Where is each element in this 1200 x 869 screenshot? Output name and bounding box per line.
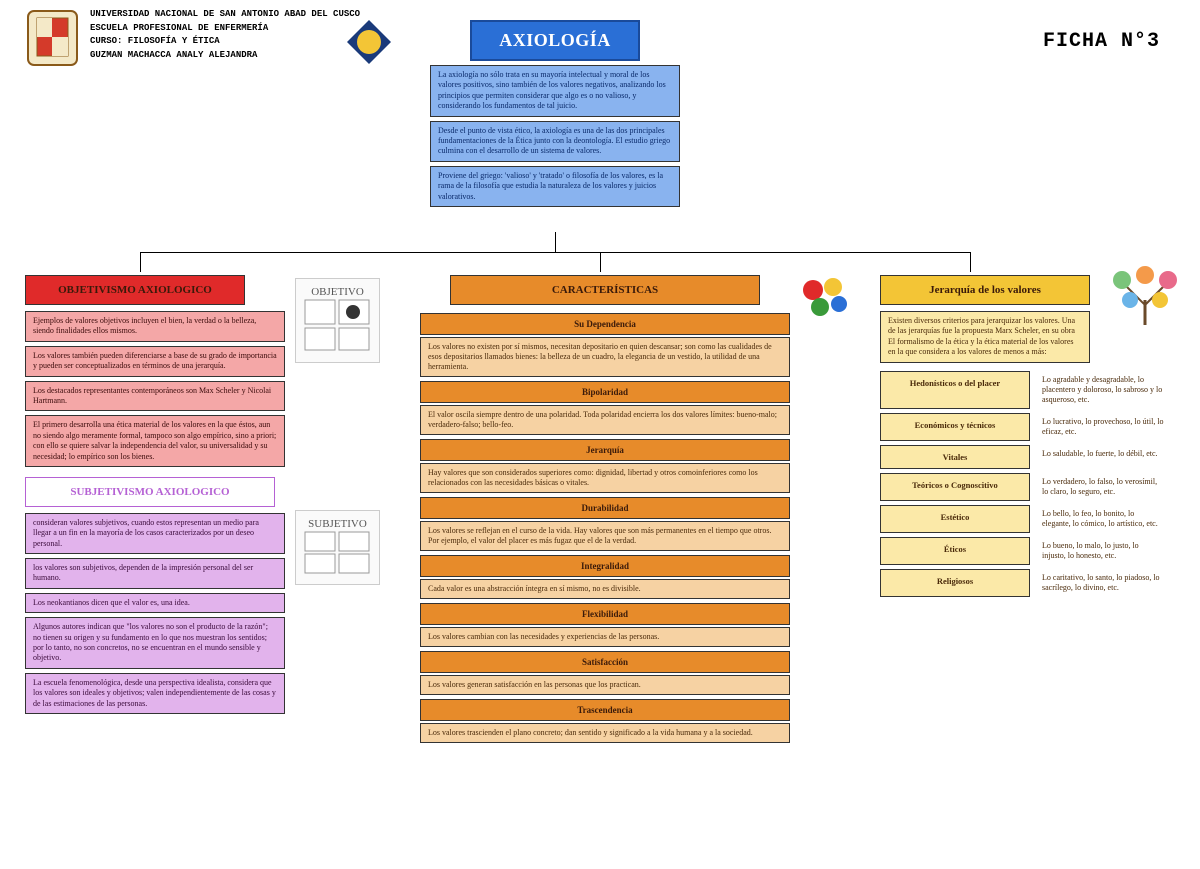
jerarquia-desc: Lo lucrativo, lo provechoso, lo útil, lo… (1036, 413, 1170, 441)
university-crest (25, 8, 80, 68)
subjetivo-illustration: SUBJETIVO (295, 510, 380, 585)
caracteristica-name: Jerarquía (420, 439, 790, 461)
subjetivismo-item: consideran valores subjetivos, cuando es… (25, 513, 285, 554)
jerarquia-intro: Existen diversos criterios para jerarqui… (880, 311, 1090, 363)
objetivismo-item: El primero desarrolla una ética material… (25, 415, 285, 467)
left-column: OBJETIVISMO AXIOLOGICO Ejemplos de valor… (25, 275, 285, 718)
main-definition-column: AXIOLOGÍA La axiología no sólo trata en … (430, 20, 680, 211)
objetivismo-item: Los destacados representantes contemporá… (25, 381, 285, 412)
intro-box: Desde el punto de vista ético, la axiolo… (430, 121, 680, 162)
jerarquia-row: ÉticosLo bueno, lo malo, lo justo, lo in… (880, 537, 1170, 565)
jerarquia-row: EstéticoLo bello, lo feo, lo bonito, lo … (880, 505, 1170, 533)
connector-line (600, 252, 601, 272)
caracteristica-name: Integralidad (420, 555, 790, 577)
caracteristica-name: Flexibilidad (420, 603, 790, 625)
subjetivo-icon-label: SUBJETIVO (303, 518, 373, 530)
jerarquia-label: Vitales (880, 445, 1030, 469)
caracteristica-name: Su Dependencia (420, 313, 790, 335)
jerarquia-label: Hedonísticos o del placer (880, 371, 1030, 409)
jerarquia-desc: Lo verdadero, lo falso, lo verosímil, lo… (1036, 473, 1170, 501)
jerarquia-title: Jerarquía de los valores (880, 275, 1090, 305)
jerarquia-desc: Lo saludable, lo fuerte, lo débil, etc. (1036, 445, 1170, 469)
caracteristica-name: Durabilidad (420, 497, 790, 519)
jerarquia-row: Hedonísticos o del placerLo agradable y … (880, 371, 1170, 409)
caracteristica-desc: Los valores trascienden el plano concret… (420, 723, 790, 743)
jerarquia-desc: Lo agradable y desagradable, lo placente… (1036, 371, 1170, 409)
header-text: UNIVERSIDAD NACIONAL DE SAN ANTONIO ABAD… (90, 8, 360, 62)
caracteristica-desc: Los valores cambian con las necesidades … (420, 627, 790, 647)
connector-line (555, 232, 556, 252)
jerarquia-row: Económicos y técnicosLo lucrativo, lo pr… (880, 413, 1170, 441)
jerarquia-row: ReligiososLo caritativo, lo santo, lo pi… (880, 569, 1170, 597)
objetivo-illustration: OBJETIVO (295, 278, 380, 363)
jerarquia-desc: Lo caritativo, lo santo, lo piadoso, lo … (1036, 569, 1170, 597)
caracteristica-desc: Hay valores que son considerados superio… (420, 463, 790, 493)
caracteristica-desc: El valor oscila siempre dentro de una po… (420, 405, 790, 435)
jerarquia-desc: Lo bello, lo feo, lo bonito, lo elegante… (1036, 505, 1170, 533)
subjetivismo-item: Algunos autores indican que "los valores… (25, 617, 285, 669)
jerarquia-desc: Lo bueno, lo malo, lo justo, lo injusto,… (1036, 537, 1170, 565)
caracteristica-desc: Cada valor es una abstracción íntegra en… (420, 579, 790, 599)
intro-box: Proviene del griego: 'valioso' y 'tratad… (430, 166, 680, 207)
objetivo-icon-label: OBJETIVO (303, 286, 373, 298)
subjetivismo-item: los valores son subjetivos, dependen de … (25, 558, 285, 589)
intro-box: La axiología no sólo trata en su mayoría… (430, 65, 680, 117)
subjetivismo-item: La escuela fenomenológica, desde una per… (25, 673, 285, 714)
center-column: CARACTERÍSTICAS Su DependenciaLos valore… (420, 275, 790, 747)
caracteristica-desc: Los valores no existen por sí mismos, ne… (420, 337, 790, 377)
jerarquia-label: Teóricos o Cognoscitivo (880, 473, 1030, 501)
caracteristica-name: Satisfacción (420, 651, 790, 673)
school-name: ESCUELA PROFESIONAL DE ENFERMERÍA (90, 22, 360, 36)
jerarquia-label: Económicos y técnicos (880, 413, 1030, 441)
caracteristica-name: Trascendencia (420, 699, 790, 721)
jerarquia-row: VitalesLo saludable, lo fuerte, lo débil… (880, 445, 1170, 469)
values-tree-icon (1110, 265, 1180, 335)
caracteristicas-title: CARACTERÍSTICAS (450, 275, 760, 305)
connector-line (970, 252, 971, 272)
ficha-number: FICHA N°3 (1043, 30, 1160, 53)
subjetivismo-title: SUBJETIVISMO AXIOLOGICO (25, 477, 275, 507)
anniversary-seal (345, 18, 393, 66)
connector-line (140, 252, 970, 253)
university-name: UNIVERSIDAD NACIONAL DE SAN ANTONIO ABAD… (90, 8, 360, 22)
main-title: AXIOLOGÍA (470, 20, 640, 61)
jerarquia-label: Religiosos (880, 569, 1030, 597)
jerarquia-row: Teóricos o CognoscitivoLo verdadero, lo … (880, 473, 1170, 501)
caracteristica-name: Bipolaridad (420, 381, 790, 403)
objetivismo-item: Los valores también pueden diferenciarse… (25, 346, 285, 377)
jerarquia-label: Estético (880, 505, 1030, 533)
jerarquia-label: Éticos (880, 537, 1030, 565)
objetivismo-title: OBJETIVISMO AXIOLOGICO (25, 275, 245, 305)
caracteristica-desc: Los valores generan satisfacción en las … (420, 675, 790, 695)
subjetivismo-item: Los neokantianos dicen que el valor es, … (25, 593, 285, 613)
caracteristica-desc: Los valores se reflejan en el curso de l… (420, 521, 790, 551)
objetivismo-item: Ejemplos de valores objetivos incluyen e… (25, 311, 285, 342)
puzzle-icon (795, 272, 855, 322)
course-name: CURSO: FILOSOFÍA Y ÉTICA (90, 35, 360, 49)
student-name: GUZMAN MACHACCA ANALY ALEJANDRA (90, 49, 360, 63)
connector-line (140, 252, 141, 272)
